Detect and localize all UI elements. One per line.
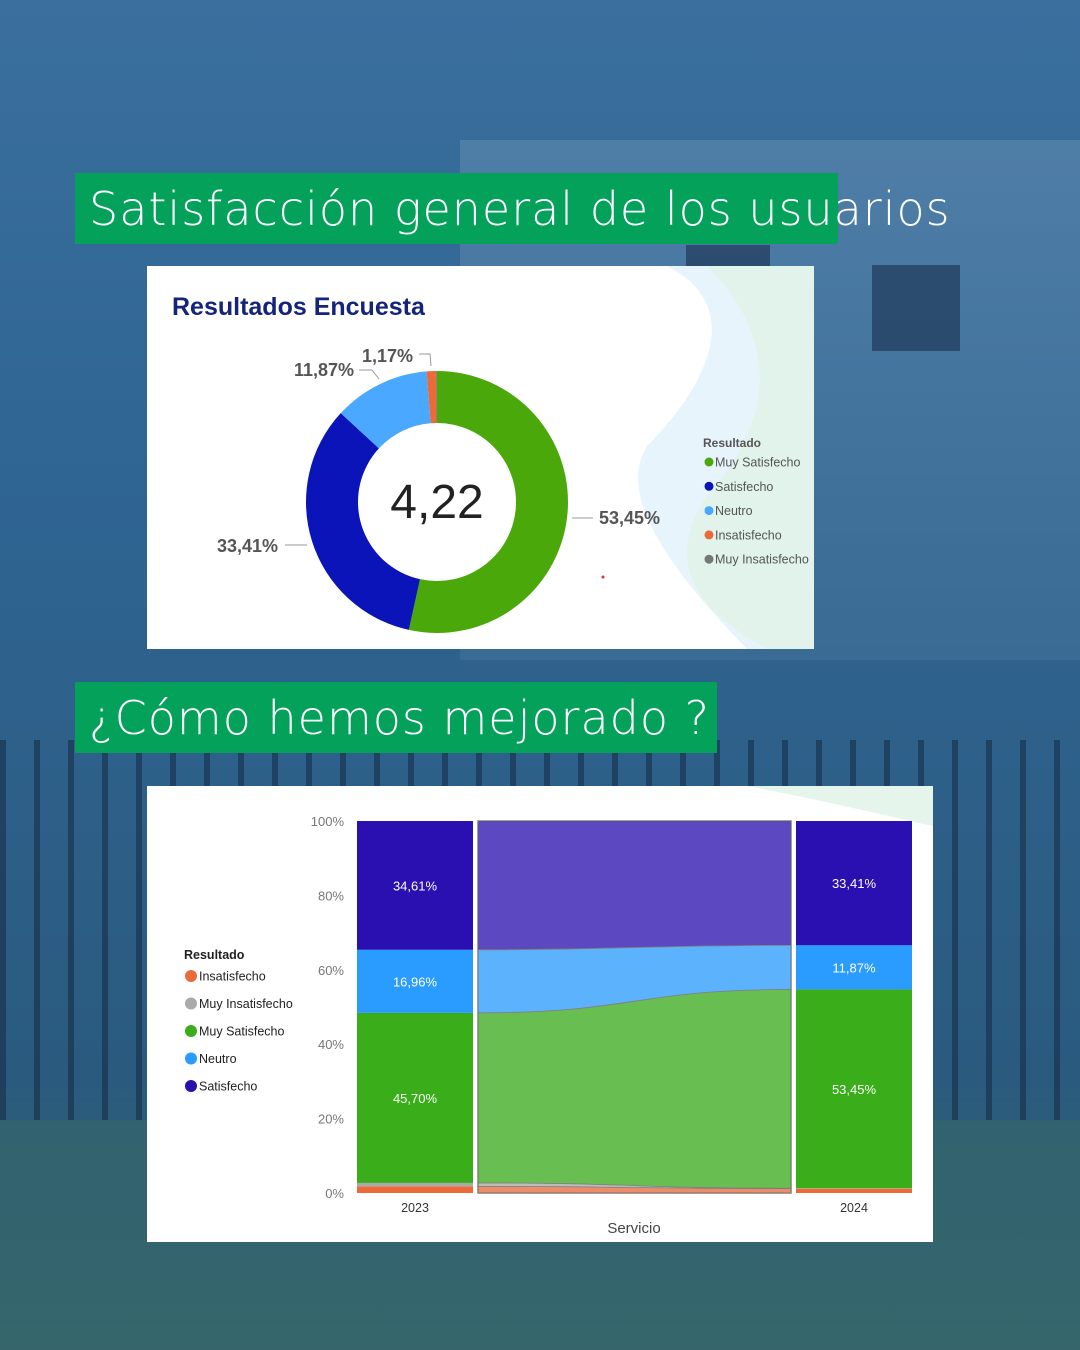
stacked-bar-segment [796, 1188, 912, 1193]
heading-improvement-text: ¿Cómo hemos mejorado ? [89, 690, 711, 745]
leader-line [419, 353, 432, 367]
donut-data-label: 33,41% [217, 536, 278, 556]
y-tick-label: 80% [318, 888, 344, 903]
ribbon-chart-card: 0% 20% 40% 60% 80% 100% 45,70% 16,96% 34,61% 2023… [147, 786, 933, 1242]
legend-item-label: Satisfecho [199, 1080, 257, 1094]
ribbon-chart: 0% 20% 40% 60% 80% 100% 45,70% 16,96% 34,61% 2023… [184, 786, 933, 1237]
legend-item-label: Satisfecho [715, 480, 773, 494]
legend-item-label: Neutro [715, 504, 753, 518]
donut-chart-card: Resultados Encuesta 53,45% 33,41% 11,87% 1,1… [147, 266, 814, 649]
legend-item-label: Muy Satisfecho [199, 1025, 285, 1039]
stacked-bar-segment [357, 1182, 473, 1187]
stacked-bar-segment [357, 949, 473, 1013]
watermark-shape [687, 266, 814, 649]
stacked-bar-segment [796, 989, 912, 1189]
bar-data-label: 34,61% [393, 878, 438, 893]
legend-title: Resultado [184, 948, 245, 962]
legend-marker [704, 530, 714, 540]
background-window [872, 265, 960, 351]
bar-data-label: 45,70% [393, 1091, 438, 1106]
donut-slice [306, 413, 421, 630]
donut-slice [436, 371, 437, 424]
donut-center-value: 4,22 [390, 476, 483, 529]
leader-line [359, 369, 380, 380]
stacked-bar-segment [357, 1186, 473, 1193]
heading-satisfaction-text: Satisfacción general de los usuarios [89, 181, 951, 236]
x-tick-label: 2024 [840, 1201, 868, 1215]
stacked-bar-segment [796, 945, 912, 990]
donut-data-label: 53,45% [599, 508, 660, 528]
y-tick-label: 40% [318, 1037, 344, 1052]
y-tick-label: 60% [318, 963, 344, 978]
legend-marker [185, 970, 197, 982]
stacked-bar-segment [357, 1012, 473, 1183]
y-tick-label: 20% [318, 1112, 344, 1127]
legend-item-label: Insatisfecho [715, 528, 782, 542]
x-tick-label: 2023 [401, 1201, 429, 1215]
heading-satisfaction: Satisfacción general de los usuarios [75, 173, 950, 244]
legend-marker [704, 457, 714, 467]
legend-marker [704, 554, 714, 564]
donut-slice [408, 371, 569, 633]
legend-item-label: Neutro [199, 1052, 237, 1066]
legend-title: Resultado [703, 436, 761, 450]
legend-item-label: Insatisfecho [199, 970, 266, 984]
y-tick-label: 100% [311, 814, 345, 829]
bar-data-label: 16,96% [393, 974, 438, 989]
stacked-bar-segment [357, 821, 473, 950]
legend-marker [185, 1052, 197, 1065]
bar-data-label: 53,45% [832, 1082, 877, 1097]
watermark-shape [747, 786, 933, 826]
ribbon-band [477, 989, 792, 1189]
donut-data-label: 11,87% [294, 360, 354, 380]
legend-marker [185, 1025, 197, 1037]
bar-data-label: 33,41% [832, 876, 877, 891]
legend-item-label: Muy Insatisfecho [199, 997, 293, 1011]
legend-marker [185, 997, 197, 1010]
donut-slice [426, 371, 437, 424]
marker-dot [601, 575, 605, 579]
legend-item-label: Muy Insatisfecho [715, 553, 809, 567]
y-tick-label: 0% [325, 1186, 344, 1201]
legend-marker [704, 481, 714, 491]
stacked-bar-segment [796, 821, 912, 946]
x-axis-label: Servicio [607, 1220, 660, 1237]
donut-title: Resultados Encuesta [172, 293, 426, 321]
donut-data-label: 1,17% [362, 346, 413, 366]
legend-marker [185, 1080, 197, 1092]
legend-marker [704, 506, 714, 516]
heading-improvement: ¿Cómo hemos mejorado ? [75, 682, 717, 753]
bar-data-label: 11,87% [832, 960, 876, 975]
ribbon-band [477, 820, 792, 951]
legend-item-label: Muy Satisfecho [715, 456, 801, 470]
donut-slice [340, 371, 431, 449]
donut-chart: Resultados Encuesta 53,45% 33,41% 11,87% 1,1… [172, 266, 814, 649]
